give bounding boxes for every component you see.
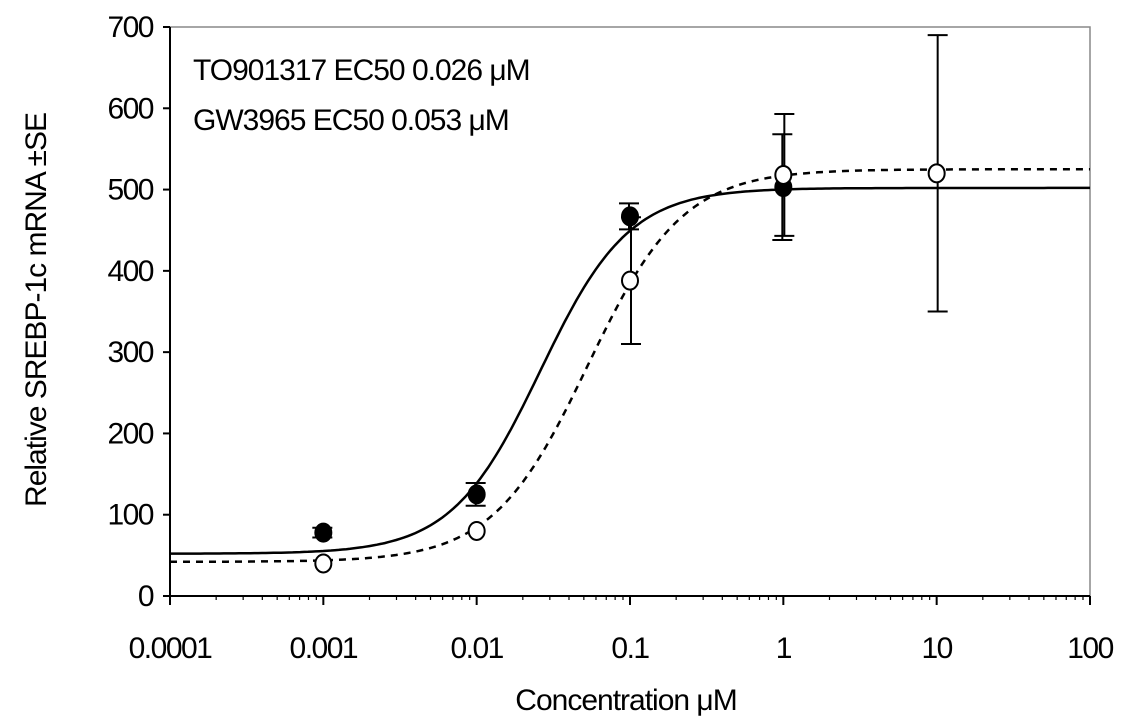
data-point-open	[621, 270, 639, 291]
y-axis-title: Relative SREBP-1c mRNA ±SE	[20, 113, 53, 507]
y-tick-label: 400	[107, 255, 153, 288]
x-tick-label: 100	[1067, 632, 1113, 665]
x-tick-label: 10	[921, 632, 952, 665]
data-points	[314, 163, 946, 574]
y-tick-label: 300	[107, 336, 153, 369]
data-point-filled	[314, 522, 333, 543]
y-tick-label: 100	[107, 499, 153, 532]
y-tick-label: 500	[107, 174, 153, 207]
data-point-filled	[621, 206, 639, 227]
x-tick-label: 0.1	[611, 632, 649, 665]
x-tick-label: 0.0001	[129, 632, 213, 665]
data-point-open	[927, 163, 946, 184]
data-point-open	[774, 164, 793, 185]
annotation-to901317: TO901317 EC50 0.026 μM	[193, 54, 530, 87]
axes	[163, 26, 1091, 605]
y-tick-label: 0	[138, 580, 154, 613]
y-tick-label: 600	[107, 92, 153, 125]
data-point-filled	[467, 484, 486, 505]
x-tick-label: 1	[776, 632, 792, 665]
y-tick-label: 700	[107, 11, 153, 44]
x-axis-title: Concentration μM	[515, 684, 736, 717]
tick-labels: 0 100 200 300 400 500 600 700 0.0001 0.001 0.01 0.1…	[107, 11, 1115, 665]
x-tick-label: 0.001	[290, 632, 358, 665]
y-tick-label: 200	[107, 417, 153, 450]
data-point-open	[314, 553, 333, 574]
annotation-gw3965: GW3965 EC50 0.053 μM	[193, 104, 509, 137]
x-tick-label: 0.01	[450, 632, 503, 665]
data-point-open	[467, 520, 486, 541]
